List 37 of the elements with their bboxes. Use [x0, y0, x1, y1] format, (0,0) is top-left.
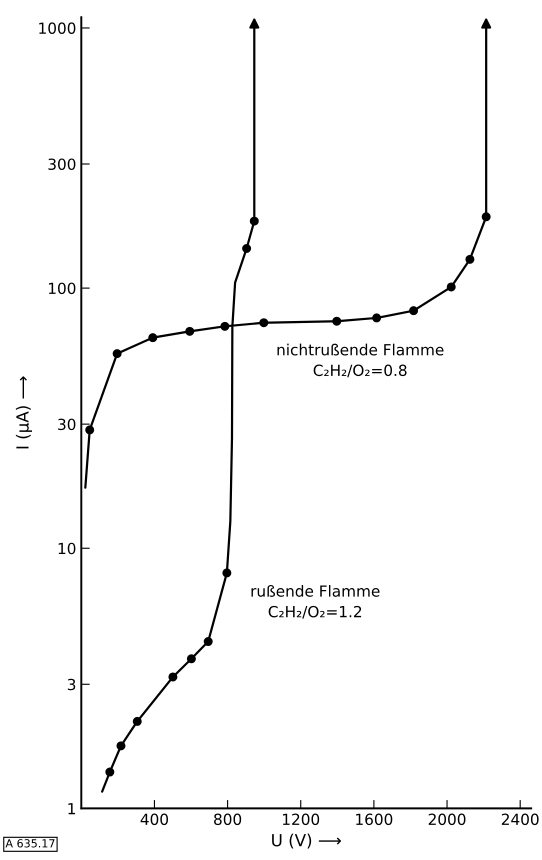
point: [185, 326, 194, 336]
text: A 635.17: [6, 839, 54, 848]
point: [259, 318, 268, 328]
y-tick-label: 100: [48, 282, 76, 294]
point: [85, 425, 94, 434]
point: [409, 306, 418, 316]
y-tick-label: 10: [58, 542, 76, 554]
point: [372, 313, 382, 322]
point: [132, 716, 142, 726]
point: [220, 322, 230, 331]
point: [116, 741, 126, 750]
point: [168, 672, 178, 682]
y-tick-label: 3: [68, 678, 76, 690]
point: [112, 349, 122, 358]
y-tick-label: 1: [68, 803, 76, 814]
point: [186, 654, 196, 664]
y-tick-label: 300: [48, 158, 76, 170]
y-tick-label: 1000: [39, 22, 76, 34]
point: [242, 244, 252, 253]
point: [222, 568, 232, 578]
point: [332, 316, 342, 326]
annotation: rußende Flamme C₂H₂/O₂=1.2: [252, 585, 380, 619]
x-tick-label: 1200: [282, 814, 320, 826]
x-tick-label: 2000: [428, 814, 466, 826]
point: [446, 282, 456, 292]
x-tick-label: 1600: [356, 814, 392, 826]
annotation: nichtrußende Flamme C₂H₂/O₂=0.8: [278, 344, 444, 378]
point: [105, 768, 114, 777]
point: [204, 637, 213, 646]
x-axis-title: U (V) ⟶: [272, 834, 341, 848]
x-tick-label: 2400: [502, 814, 539, 826]
point: [148, 333, 158, 342]
x-tick-label: 800: [214, 814, 242, 826]
point: [465, 254, 474, 264]
y-axis-title: I (µA) ⟶: [16, 376, 32, 448]
x-tick-label: 400: [140, 814, 168, 826]
y-tick-label: 30: [58, 418, 76, 430]
